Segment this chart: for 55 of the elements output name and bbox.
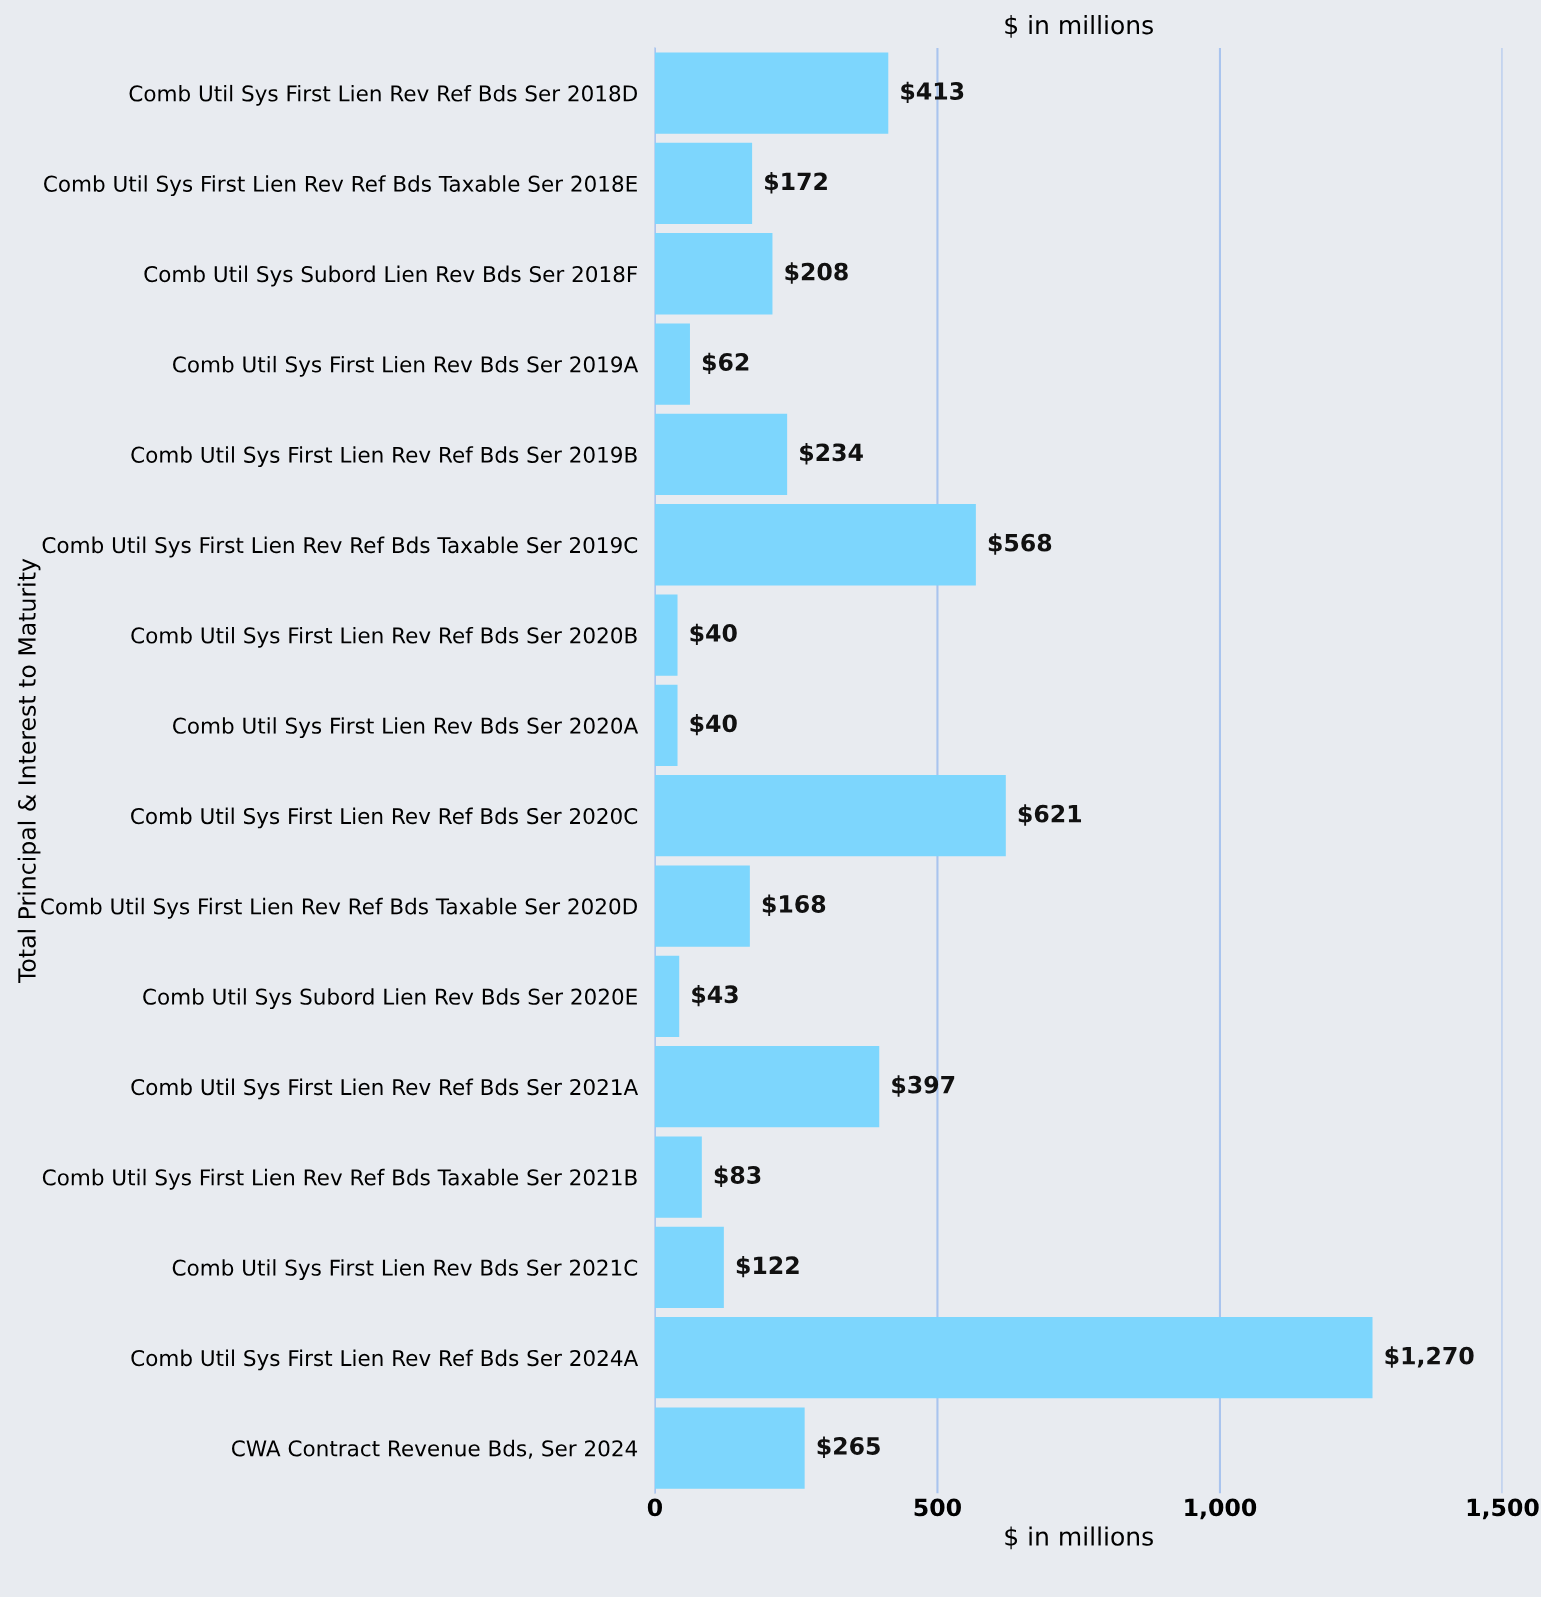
y-tick-label: Comb Util Sys First Lien Rev Ref Bds Ser 2018D bbox=[129, 84, 637, 106]
y-tick-label: Comb Util Sys First Lien Rev Ref Bds Taxable Ser 2020D bbox=[41, 897, 637, 919]
bar bbox=[654, 1046, 880, 1128]
data-label: $568 bbox=[988, 533, 1052, 555]
y-axis-title: Total Principal & Interest to Maturity bbox=[17, 558, 41, 984]
bar bbox=[654, 865, 750, 947]
x-axis-title: $ in millions bbox=[1005, 1526, 1153, 1550]
data-label: $83 bbox=[714, 1165, 761, 1188]
y-tick-label: Comb Util Sys First Lien Rev Ref Bds Taxable Ser 2018E bbox=[44, 175, 637, 197]
bar bbox=[654, 323, 690, 405]
bar bbox=[654, 1136, 702, 1218]
data-label: $43 bbox=[692, 984, 738, 1007]
data-label: $234 bbox=[800, 442, 863, 465]
bar bbox=[654, 142, 753, 225]
data-label: $413 bbox=[901, 81, 964, 104]
x-tick-label: 1,000 bbox=[1185, 1498, 1257, 1520]
x-tick-label: 1,500 bbox=[1467, 1498, 1539, 1520]
data-label: $172 bbox=[765, 171, 827, 194]
data-label: $40 bbox=[690, 713, 737, 736]
bar bbox=[654, 775, 1006, 857]
data-label: $40 bbox=[690, 623, 737, 646]
x2-axis-title: $ in millions bbox=[1005, 15, 1153, 38]
y-tick-label: CWA Contract Revenue Bds, Ser 2024 bbox=[231, 1439, 638, 1459]
data-label: $397 bbox=[892, 1075, 955, 1097]
data-label: $208 bbox=[785, 262, 848, 284]
bar bbox=[654, 1407, 805, 1489]
bar bbox=[654, 1317, 1373, 1399]
bar bbox=[654, 413, 788, 496]
data-label: $168 bbox=[762, 894, 826, 917]
data-label: $265 bbox=[817, 1436, 880, 1459]
y-tick-label: Comb Util Sys First Lien Rev Ref Bds Taxable Ser 2021B bbox=[42, 1168, 637, 1190]
x-tick-label: 500 bbox=[914, 1498, 961, 1517]
y-tick-label: Comb Util Sys First Lien Rev Ref Bds Taxable Ser 2019C bbox=[42, 536, 638, 558]
bar bbox=[654, 955, 680, 1038]
y-tick-label: Comb Util Sys First Lien Rev Ref Bds Ser 2020B bbox=[131, 626, 637, 648]
y-tick-label: Comb Util Sys Subord Lien Rev Bds Ser 2020E bbox=[143, 988, 637, 1010]
bar bbox=[654, 1226, 724, 1309]
bar bbox=[654, 52, 889, 134]
y-tick-label: Comb Util Sys First Lien Rev Bds Ser 2019A bbox=[173, 355, 639, 377]
y-tick-label: Comb Util Sys Subord Lien Rev Bds Ser 2018F bbox=[144, 265, 637, 287]
bar bbox=[654, 684, 678, 767]
data-label: $62 bbox=[702, 352, 749, 375]
bar bbox=[654, 504, 976, 586]
data-label: $122 bbox=[736, 1255, 799, 1278]
y-tick-label: Comb Util Sys First Lien Rev Bds Ser 2021C bbox=[172, 1259, 638, 1281]
y-tick-label: Comb Util Sys First Lien Rev Ref Bds Ser 2024A bbox=[131, 1349, 639, 1371]
y-tick-label: Comb Util Sys First Lien Rev Ref Bds Ser 2020C bbox=[131, 807, 638, 829]
x-tick-label: 0 bbox=[647, 1498, 663, 1517]
data-label: $1,270 bbox=[1385, 1346, 1474, 1368]
bar bbox=[654, 594, 678, 676]
y-tick-label: Comb Util Sys First Lien Rev Bds Ser 2020A bbox=[173, 717, 639, 739]
y-tick-label: Comb Util Sys First Lien Rev Ref Bds Ser 2019B bbox=[131, 446, 637, 468]
bar bbox=[654, 233, 773, 315]
y-tick-label: Comb Util Sys First Lien Rev Ref Bds Ser 2021A bbox=[131, 1078, 639, 1100]
data-label: $621 bbox=[1018, 804, 1082, 826]
